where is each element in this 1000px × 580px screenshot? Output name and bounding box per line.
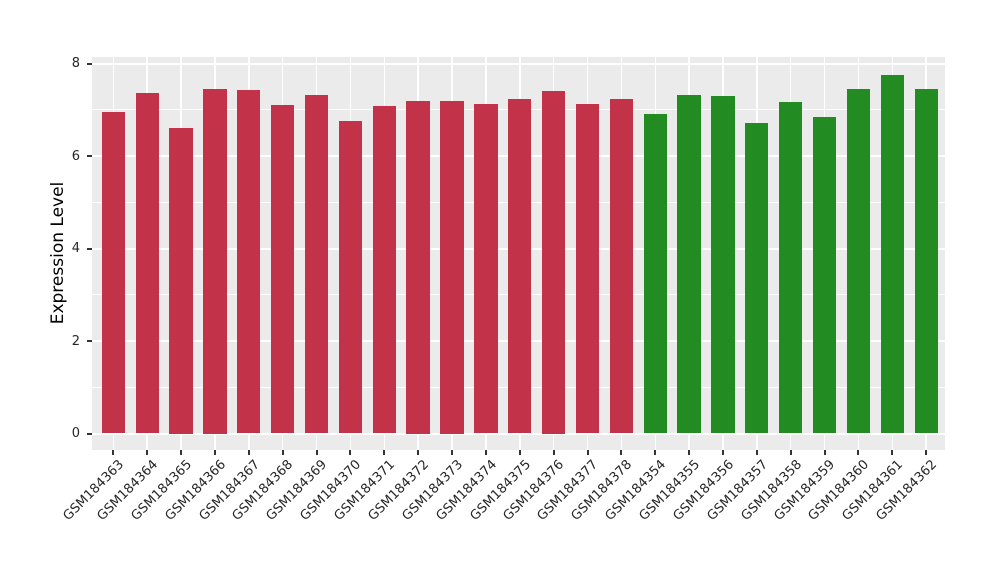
gridline-major-y8 (92, 62, 945, 65)
x-tick-mark-GSM184355 (688, 450, 691, 455)
bar-GSM184355 (677, 95, 701, 434)
bar-GSM184376 (541, 91, 566, 434)
bar-GSM184361 (880, 75, 904, 434)
bar-GSM184357 (745, 123, 769, 434)
x-tick-mark-GSM184378 (620, 450, 623, 455)
gridline-major-y0 (92, 432, 945, 435)
x-tick-mark-GSM184360 (857, 450, 860, 455)
bar-GSM184368 (271, 104, 295, 434)
bar-GSM184377 (575, 103, 600, 434)
bar-GSM184375 (508, 99, 532, 434)
bar-GSM184363 (101, 112, 125, 434)
x-tick-mark-GSM184356 (722, 450, 724, 455)
x-tick-mark-GSM184354 (654, 450, 657, 455)
y-tick-label-8: 8 (71, 56, 80, 71)
plot-panel (92, 57, 945, 450)
x-tick-mark-GSM184363 (112, 450, 115, 455)
x-tick-mark-GSM184359 (823, 450, 826, 455)
bar-GSM184366 (203, 88, 227, 434)
x-tick-mark-GSM184377 (586, 450, 589, 455)
x-tick-mark-GSM184372 (417, 450, 420, 455)
y-tick-label-0: 0 (71, 426, 80, 441)
bar-GSM184359 (812, 117, 837, 434)
bar-GSM184354 (643, 114, 667, 434)
bar-GSM184362 (914, 88, 938, 434)
bar-GSM184358 (779, 102, 803, 434)
bar-GSM184370 (338, 120, 363, 434)
y-tick-mark-6 (87, 155, 92, 157)
x-tick-mark-GSM184371 (383, 450, 386, 455)
x-tick-mark-GSM184370 (349, 450, 352, 455)
y-tick-mark-2 (87, 340, 92, 342)
x-tick-mark-GSM184375 (518, 450, 521, 455)
bar-GSM184374 (474, 104, 498, 434)
bar-GSM184369 (304, 94, 329, 434)
bar-GSM184356 (711, 96, 735, 434)
x-tick-mark-GSM184374 (484, 450, 487, 455)
y-tick-label-2: 2 (71, 333, 80, 349)
y-tick-label-4: 4 (71, 241, 80, 256)
x-tick-mark-GSM184368 (281, 450, 284, 455)
bar-GSM184373 (440, 100, 464, 434)
y-tick-label-6: 6 (71, 148, 80, 164)
bar-GSM184378 (609, 99, 633, 434)
x-tick-mark-GSM184364 (146, 450, 149, 455)
x-tick-mark-GSM184361 (891, 450, 894, 455)
x-tick-mark-GSM184366 (213, 450, 216, 455)
y-tick-mark-4 (87, 247, 92, 250)
bar-GSM184360 (846, 88, 871, 434)
bar-GSM184367 (237, 90, 261, 434)
y-tick-mark-8 (87, 62, 92, 65)
y-tick-mark-0 (87, 432, 92, 435)
x-tick-mark-GSM184357 (755, 450, 758, 455)
x-tick-mark-GSM184358 (789, 450, 792, 455)
x-tick-mark-GSM184362 (925, 450, 928, 455)
x-tick-mark-GSM184376 (552, 450, 555, 455)
bar-GSM184371 (372, 106, 396, 434)
x-tick-mark-GSM184369 (315, 450, 318, 455)
bar-GSM184372 (406, 100, 430, 434)
bar-GSM184365 (169, 128, 193, 434)
x-tick-mark-GSM184365 (180, 450, 182, 455)
x-tick-mark-GSM184367 (247, 450, 250, 455)
x-tick-mark-GSM184373 (451, 450, 453, 455)
bar-GSM184364 (135, 92, 159, 434)
